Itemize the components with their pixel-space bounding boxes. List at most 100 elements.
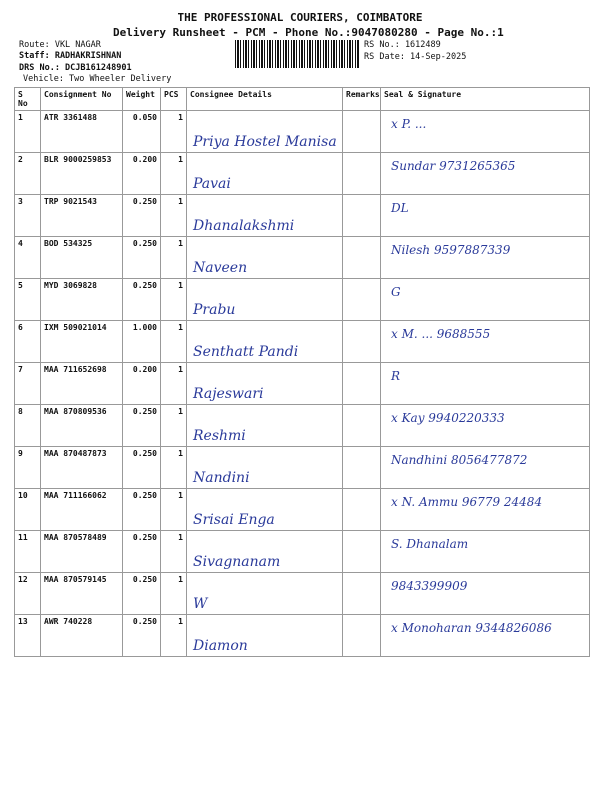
- remarks: [342, 362, 381, 405]
- consignment-number: MAA 870809536: [40, 404, 123, 447]
- handwritten-consignee-details: Reshmi: [193, 428, 246, 444]
- weight: 0.250: [122, 236, 161, 279]
- table-row: 4 BOD 534325 0.250 1 Naveen Nilesh 9597887339: [14, 236, 590, 279]
- consignment-number: TRP 9021543: [40, 194, 123, 237]
- vehicle: Vehicle: Two Wheeler Delivery: [23, 74, 172, 84]
- table-row: 11 MAA 870578489 0.250 1 Sivagnanam S. Dhanal…: [14, 530, 590, 573]
- route: Route: VKL NAGAR: [19, 40, 101, 50]
- pieces: 1: [160, 194, 187, 237]
- serial-number: 4: [14, 236, 41, 279]
- pieces: 1: [160, 110, 187, 153]
- serial-number: 7: [14, 362, 41, 405]
- pieces: 1: [160, 362, 187, 405]
- consignment-number: MYD 3069828: [40, 278, 123, 321]
- remarks: [342, 194, 381, 237]
- table-row: 10 MAA 711166062 0.250 1 Srisai Enga x N. Amm…: [14, 488, 590, 531]
- seal-signature: Nilesh 9597887339: [380, 236, 590, 279]
- handwritten-seal-signature: S. Dhanalam: [391, 537, 469, 551]
- rs-number: RS No.: 1612489: [364, 40, 441, 50]
- serial-number: 12: [14, 572, 41, 615]
- weight: 0.250: [122, 614, 161, 657]
- consignee-details: Diamon: [186, 614, 343, 657]
- consignment-number: IXM 509021014: [40, 320, 123, 363]
- seal-signature: R: [380, 362, 590, 405]
- column-header: Consignment No: [40, 87, 123, 111]
- handwritten-seal-signature: x M. ... 9688555: [391, 327, 491, 341]
- consignment-number: AWR 740228: [40, 614, 123, 657]
- handwritten-seal-signature: Nandhini 8056477872: [391, 453, 528, 467]
- weight: 0.250: [122, 530, 161, 573]
- serial-number: 8: [14, 404, 41, 447]
- remarks: [342, 152, 381, 195]
- handwritten-consignee-details: Senthatt Pandi: [193, 344, 299, 360]
- remarks: [342, 614, 381, 657]
- table-row: 12 MAA 870579145 0.250 1 W 9843399909: [14, 572, 590, 615]
- pieces: 1: [160, 152, 187, 195]
- remarks: [342, 572, 381, 615]
- column-header: S No: [14, 87, 41, 111]
- handwritten-consignee-details: W: [193, 596, 208, 612]
- consignee-details: Priya Hostel Manisa: [186, 110, 343, 153]
- consignee-details: Rajeswari: [186, 362, 343, 405]
- handwritten-consignee-details: Dhanalakshmi: [193, 218, 295, 234]
- serial-number: 5: [14, 278, 41, 321]
- handwritten-consignee-details: Sivagnanam: [193, 554, 281, 570]
- seal-signature: 9843399909: [380, 572, 590, 615]
- pieces: 1: [160, 614, 187, 657]
- table-row: 1 ATR 3361488 0.050 1 Priya Hostel Manisa x P…: [14, 110, 590, 153]
- seal-signature: x M. ... 9688555: [380, 320, 590, 363]
- consignment-number: BOD 534325: [40, 236, 123, 279]
- consignee-details: Pavai: [186, 152, 343, 195]
- consignment-number: ATR 3361488: [40, 110, 123, 153]
- handwritten-consignee-details: Nandini: [193, 470, 250, 486]
- pieces: 1: [160, 572, 187, 615]
- handwritten-seal-signature: Nilesh 9597887339: [391, 243, 511, 257]
- pieces: 1: [160, 488, 187, 531]
- table-row: 3 TRP 9021543 0.250 1 Dhanalakshmi DL: [14, 194, 590, 237]
- handwritten-seal-signature: DL: [391, 201, 409, 215]
- consignee-details: Senthatt Pandi: [186, 320, 343, 363]
- remarks: [342, 404, 381, 447]
- column-header: Remarks: [342, 87, 381, 111]
- column-header: Weight: [122, 87, 161, 111]
- weight: 0.200: [122, 152, 161, 195]
- serial-number: 2: [14, 152, 41, 195]
- handwritten-seal-signature: x Kay 9940220333: [391, 411, 505, 425]
- pieces: 1: [160, 278, 187, 321]
- seal-signature: G: [380, 278, 590, 321]
- weight: 0.250: [122, 446, 161, 489]
- seal-signature: x N. Ammu 96779 24484: [380, 488, 590, 531]
- column-header: PCS: [160, 87, 187, 111]
- handwritten-seal-signature: x Monoharan 9344826086: [391, 621, 552, 635]
- remarks: [342, 278, 381, 321]
- serial-number: 1: [14, 110, 41, 153]
- seal-signature: S. Dhanalam: [380, 530, 590, 573]
- weight: 0.250: [122, 572, 161, 615]
- table-row: 7 MAA 711652698 0.200 1 Rajeswari R: [14, 362, 590, 405]
- consignee-details: Naveen: [186, 236, 343, 279]
- runsheet-table: S No Consignment No Weight PCS Consignee Det…: [14, 87, 590, 657]
- weight: 0.050: [122, 110, 161, 153]
- consignment-number: MAA 870578489: [40, 530, 123, 573]
- handwritten-seal-signature: R: [391, 369, 401, 383]
- consignment-number: MAA 711652698: [40, 362, 123, 405]
- remarks: [342, 236, 381, 279]
- pieces: 1: [160, 320, 187, 363]
- runsheet-subtitle: Delivery Runsheet - PCM - Phone No.:9047…: [113, 26, 504, 39]
- handwritten-consignee-details: Rajeswari: [193, 386, 264, 402]
- handwritten-seal-signature: x N. Ammu 96779 24484: [391, 495, 543, 509]
- table-row: 5 MYD 3069828 0.250 1 Prabu G: [14, 278, 590, 321]
- remarks: [342, 488, 381, 531]
- consignment-number: MAA 870579145: [40, 572, 123, 615]
- weight: 1.000: [122, 320, 161, 363]
- seal-signature: x Monoharan 9344826086: [380, 614, 590, 657]
- remarks: [342, 320, 381, 363]
- consignee-details: Sivagnanam: [186, 530, 343, 573]
- consignee-details: Dhanalakshmi: [186, 194, 343, 237]
- company-title: THE PROFESSIONAL COURIERS, COIMBATORE: [177, 11, 423, 24]
- serial-number: 13: [14, 614, 41, 657]
- seal-signature: x Kay 9940220333: [380, 404, 590, 447]
- column-header: Consignee Details: [186, 87, 343, 111]
- remarks: [342, 446, 381, 489]
